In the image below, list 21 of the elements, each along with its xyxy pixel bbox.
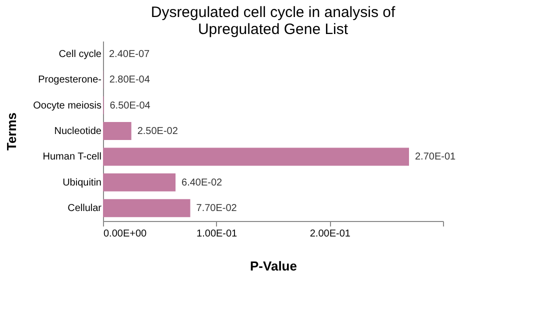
data-label: 7.70E-02 (196, 203, 238, 214)
y-tick-label: Progesterone- (38, 74, 102, 86)
x-axis-title: P-Value (250, 258, 297, 274)
y-tick-label: Ubiquitin (62, 177, 102, 188)
data-label: 6.50E-04 (110, 100, 151, 112)
y-axis-title: Terms (4, 112, 20, 151)
y-tick-label: Nucleotide (54, 126, 102, 137)
y-tick-label: Human T-cell (42, 152, 102, 163)
text: Dysregulated cell cycle in analysis of (150, 4, 396, 21)
data-label: 2.40E-07 (109, 48, 150, 60)
data-label: 6.40E-02 (182, 177, 223, 188)
data-label: 2.50E-02 (137, 126, 178, 137)
x-tick-label: 2.00E-01 (310, 228, 351, 240)
y-tick-label: Cell cycle (58, 48, 102, 60)
text: Upregulated Gene List (198, 21, 348, 38)
data-label: 2.70E-01 (415, 152, 456, 163)
y-tick-label: Cellular (68, 203, 102, 214)
y-tick-label: Oocyte meiosis (33, 100, 102, 112)
x-tick-label: 0.00E+00 (104, 228, 148, 240)
x-tick-label: 1.00E-01 (196, 228, 238, 240)
data-label: 2.80E-04 (109, 74, 150, 86)
